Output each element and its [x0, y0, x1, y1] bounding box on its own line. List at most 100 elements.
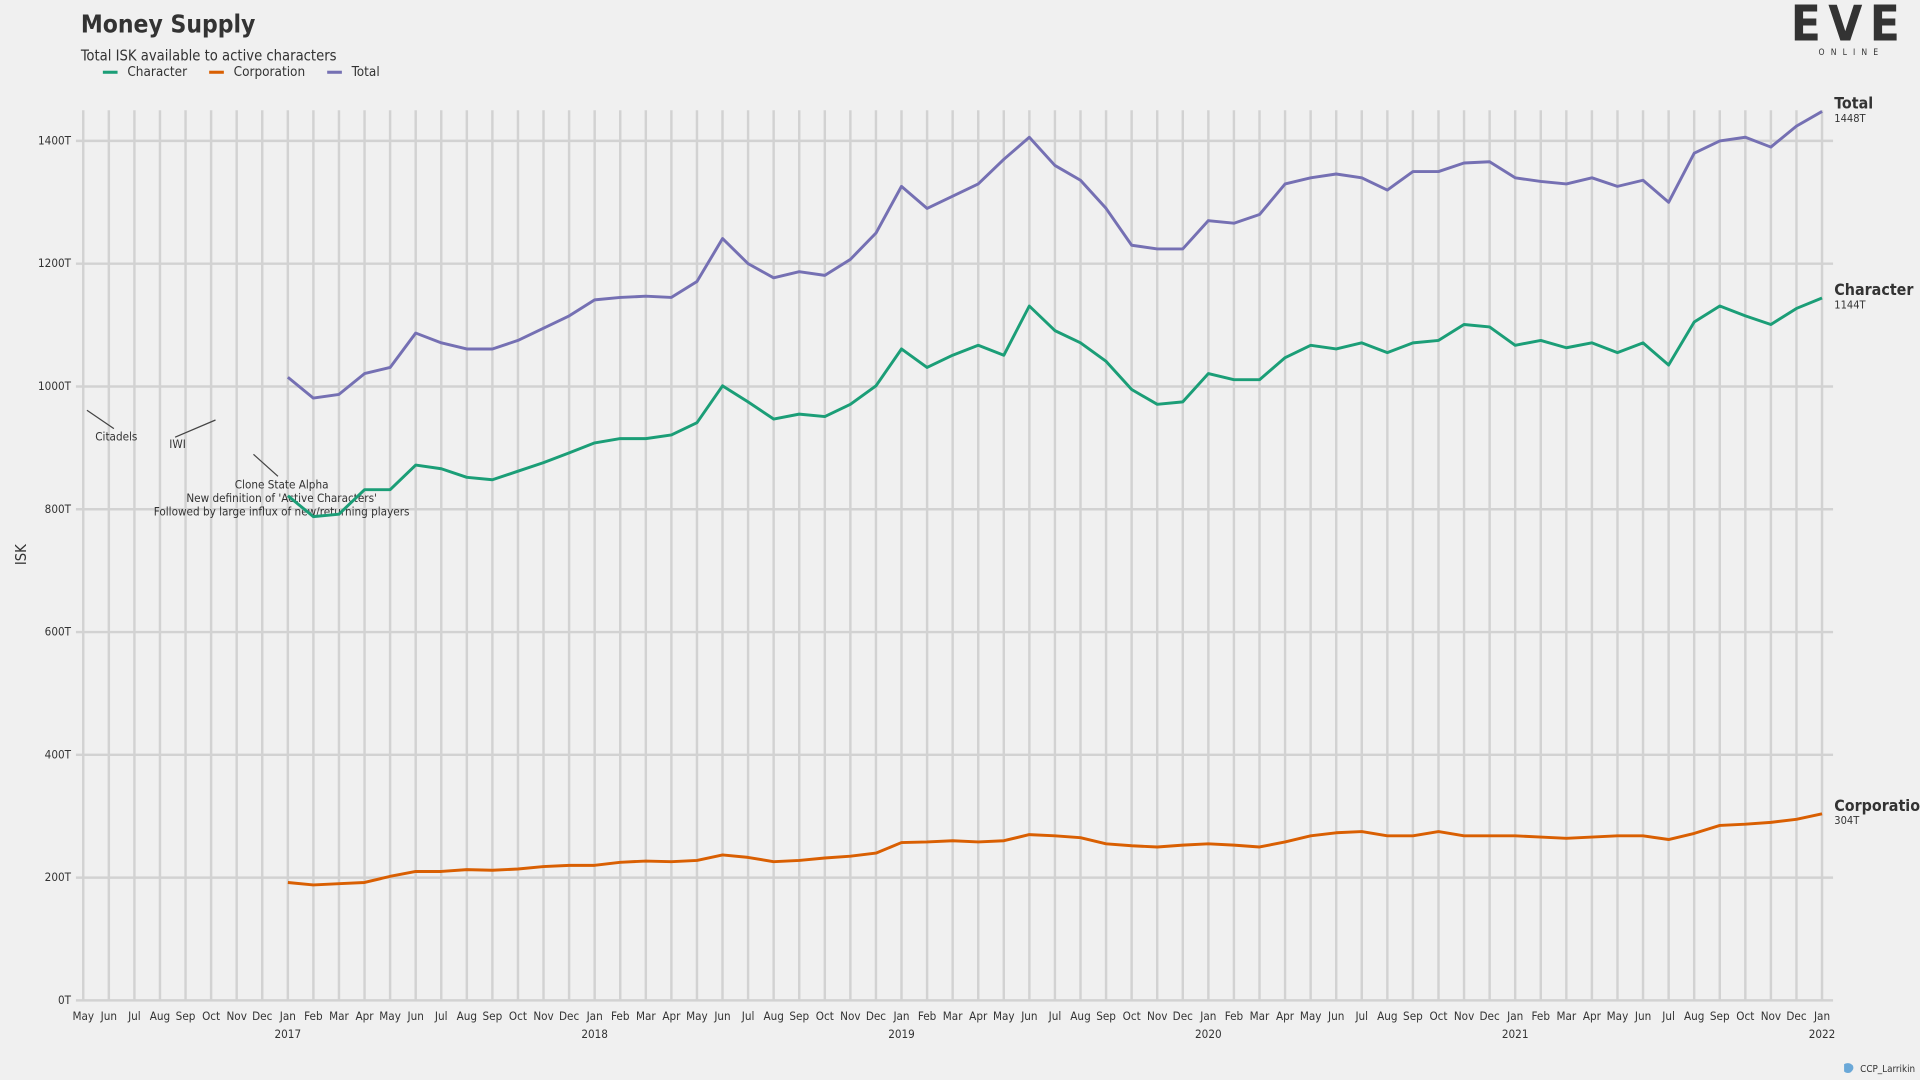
- y-tick-label: 1200T: [38, 256, 72, 270]
- annotation: IWI: [169, 437, 186, 451]
- annotation: Clone State Alpha: [235, 477, 329, 491]
- x-tick-label: Sep: [789, 1009, 809, 1023]
- x-tick-label: Dec: [1173, 1009, 1193, 1023]
- x-tick-label: Aug: [1377, 1009, 1397, 1023]
- x-tick-label: Jul: [127, 1009, 141, 1023]
- y-tick-label: 1400T: [38, 133, 72, 147]
- x-tick-label: Feb: [918, 1009, 937, 1023]
- x-tick-label: Dec: [1480, 1009, 1500, 1023]
- x-tick-label: Sep: [1096, 1009, 1116, 1023]
- end-label: Character: [1834, 280, 1914, 299]
- x-tick-label: Jun: [1634, 1009, 1651, 1023]
- x-tick-label: Jun: [100, 1009, 117, 1023]
- x-tick-label: Dec: [252, 1009, 272, 1023]
- y-axis-label: ISK: [13, 544, 30, 565]
- x-tick-label: Dec: [866, 1009, 886, 1023]
- x-tick-label: Oct: [816, 1009, 834, 1023]
- end-value-label: 1144T: [1834, 298, 1866, 311]
- x-tick-label: Sep: [1710, 1009, 1730, 1023]
- series-line: [287, 812, 1823, 887]
- x-tick-label: Mar: [636, 1009, 656, 1023]
- x-tick-label: Apr: [1276, 1009, 1295, 1023]
- x-tick-label: May: [1607, 1009, 1629, 1023]
- x-tick-label: Nov: [533, 1009, 553, 1023]
- legend-label: Corporation: [234, 65, 306, 80]
- chart-subtitle: Total ISK available to active characters: [80, 47, 337, 64]
- x-tick-label: Mar: [1556, 1009, 1576, 1023]
- year-label: 2019: [888, 1027, 915, 1041]
- x-tick-label: Nov: [1147, 1009, 1167, 1023]
- annotation: New definition of 'Active Characters': [186, 491, 377, 505]
- logo-sub: ONLINE: [1819, 48, 1885, 58]
- credit: CCP_Larrikin: [1860, 1064, 1915, 1075]
- x-tick-label: Jul: [1354, 1009, 1368, 1023]
- x-tick-label: Apr: [355, 1009, 374, 1023]
- x-tick-label: May: [686, 1009, 708, 1023]
- x-tick-label: May: [1300, 1009, 1322, 1023]
- annotation: Followed by large influx of new/returnin…: [154, 504, 410, 518]
- x-tick-label: Jun: [713, 1009, 730, 1023]
- year-label: 2020: [1195, 1027, 1222, 1041]
- y-tick-label: 400T: [45, 747, 72, 761]
- x-tick-label: Oct: [202, 1009, 220, 1023]
- x-tick-label: Feb: [304, 1009, 323, 1023]
- x-tick-label: Jul: [434, 1009, 448, 1023]
- x-tick-label: Aug: [1684, 1009, 1704, 1023]
- annotation-line: [253, 453, 279, 477]
- x-tick-label: Jan: [1813, 1009, 1830, 1023]
- legend-label: Total: [351, 65, 380, 80]
- logo: EVE: [1791, 0, 1907, 52]
- x-tick-label: Aug: [1070, 1009, 1090, 1023]
- x-tick-label: May: [993, 1009, 1015, 1023]
- x-tick-label: Feb: [611, 1009, 630, 1023]
- y-tick-label: 600T: [45, 625, 72, 639]
- x-tick-label: Nov: [1761, 1009, 1781, 1023]
- x-tick-label: Jan: [279, 1009, 296, 1023]
- series-line: [286, 296, 1823, 519]
- x-tick-label: Aug: [763, 1009, 783, 1023]
- x-tick-label: Jun: [1327, 1009, 1344, 1023]
- y-tick-label: 1000T: [38, 379, 72, 393]
- end-value-label: 304T: [1834, 814, 1860, 827]
- x-tick-label: Mar: [943, 1009, 963, 1023]
- chart-title: Money Supply: [81, 10, 256, 39]
- x-tick-label: Jul: [741, 1009, 755, 1023]
- end-value-label: 1448T: [1834, 112, 1866, 125]
- x-tick-label: Oct: [1123, 1009, 1141, 1023]
- x-tick-label: Jan: [1506, 1009, 1523, 1023]
- end-label: Corporation: [1834, 796, 1920, 815]
- x-tick-label: Mar: [329, 1009, 349, 1023]
- x-tick-label: Jul: [1048, 1009, 1062, 1023]
- x-tick-label: Nov: [1454, 1009, 1474, 1023]
- year-label: 2018: [581, 1027, 608, 1041]
- x-tick-label: Sep: [1403, 1009, 1423, 1023]
- x-tick-label: Apr: [969, 1009, 988, 1023]
- x-tick-label: May: [379, 1009, 401, 1023]
- x-tick-label: Mar: [1250, 1009, 1270, 1023]
- year-label: 2022: [1809, 1027, 1836, 1041]
- year-label: 2021: [1502, 1027, 1529, 1041]
- x-tick-label: Aug: [457, 1009, 477, 1023]
- x-tick-label: Oct: [509, 1009, 527, 1023]
- x-tick-label: May: [72, 1009, 94, 1023]
- annotation: Citadels: [95, 430, 137, 444]
- x-tick-label: Feb: [1225, 1009, 1244, 1023]
- x-tick-label: Oct: [1736, 1009, 1754, 1023]
- x-tick-label: Dec: [1786, 1009, 1806, 1023]
- x-tick-label: Apr: [1583, 1009, 1602, 1023]
- y-tick-label: 200T: [45, 870, 72, 884]
- x-tick-label: Oct: [1429, 1009, 1447, 1023]
- x-tick-label: Apr: [662, 1009, 681, 1023]
- x-tick-label: Jan: [586, 1009, 603, 1023]
- x-tick-label: Sep: [483, 1009, 503, 1023]
- x-tick-label: Nov: [840, 1009, 860, 1023]
- x-tick-label: Aug: [150, 1009, 170, 1023]
- x-tick-label: Dec: [559, 1009, 579, 1023]
- x-tick-label: Jan: [1199, 1009, 1216, 1023]
- x-tick-label: Feb: [1532, 1009, 1551, 1023]
- x-tick-label: Jun: [1020, 1009, 1037, 1023]
- y-tick-label: 800T: [45, 502, 72, 516]
- x-tick-label: Jan: [892, 1009, 909, 1023]
- y-tick-label: 0T: [58, 993, 72, 1007]
